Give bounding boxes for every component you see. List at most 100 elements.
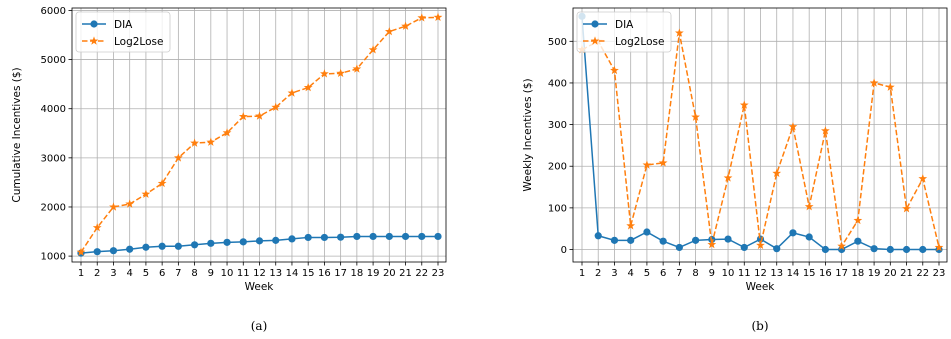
chart-caption: (b) — [751, 319, 768, 333]
data-point — [918, 174, 928, 183]
data-point — [384, 26, 394, 36]
chart-panel-a: 1 2 3 4 5 6 7 8 9 10 11 12 13 14 15 16 17 18 19 20 21 22 23100… — [11, 6, 447, 333]
x-tick-label: 6 — [660, 268, 666, 279]
x-tick-label: 16 — [318, 268, 331, 279]
data-point — [320, 233, 329, 242]
data-point — [173, 153, 183, 162]
y-tick-label: 4000 — [41, 104, 66, 115]
legend-label: Log2Lose — [615, 36, 664, 48]
data-point — [174, 242, 182, 250]
data-point — [272, 236, 280, 244]
x-tick-label: 20 — [884, 268, 897, 279]
data-point — [433, 12, 443, 22]
y-tick-label: 6000 — [41, 6, 66, 17]
x-tick-label: 9 — [709, 268, 715, 279]
chart-panel-b: 1 2 3 4 5 6 7 8 9 10 11 12 13 14 15 16 17 18 19 20 21 22 23010… — [522, 7, 948, 333]
data-point — [739, 100, 749, 109]
data-point — [417, 13, 427, 22]
data-point — [126, 245, 134, 253]
data-point — [885, 82, 895, 91]
data-point — [804, 202, 814, 211]
legend-marker — [591, 20, 599, 28]
data-point — [238, 111, 248, 121]
plot-frame — [572, 7, 948, 263]
y-tick-label: 100 — [548, 203, 567, 214]
data-point — [675, 243, 683, 252]
y-tick-label: 3000 — [41, 153, 66, 164]
x-tick-label: 10 — [722, 268, 735, 279]
x-tick-label: 18 — [851, 268, 864, 279]
data-point — [303, 82, 313, 92]
x-tick-label: 19 — [367, 268, 380, 279]
data-point — [207, 239, 215, 247]
data-point — [658, 158, 668, 167]
data-point — [902, 245, 911, 254]
x-tick-label: 4 — [627, 268, 633, 279]
x-tick-label: 15 — [803, 268, 816, 279]
x-tick-label: 23 — [432, 268, 445, 279]
x-tick-label: 5 — [143, 268, 149, 279]
data-point — [287, 88, 297, 97]
x-tick-label: 14 — [787, 268, 800, 279]
legend-box — [75, 11, 171, 53]
data-point — [610, 236, 619, 244]
x-axis-label: Week — [245, 281, 275, 293]
x-tick-label: 20 — [383, 268, 396, 279]
x-tick-label: 3 — [611, 268, 617, 279]
x-tick-label: 10 — [221, 268, 234, 279]
y-tick-label: 200 — [548, 162, 567, 173]
y-axis-label: Cumulative Incentives ($) — [11, 67, 23, 202]
legend-box — [576, 11, 672, 53]
data-point — [610, 65, 619, 75]
data-point — [239, 238, 247, 246]
data-point — [756, 240, 765, 250]
data-point — [401, 21, 410, 30]
x-tick-label: 21 — [399, 268, 412, 279]
x-tick-label: 2 — [595, 268, 601, 279]
data-point — [805, 233, 813, 241]
legend-label: Log2Lose — [114, 36, 163, 48]
data-point — [369, 232, 377, 241]
data-point — [353, 232, 361, 241]
x-tick-label: 7 — [676, 268, 682, 279]
data-point — [723, 173, 733, 182]
data-point — [594, 232, 602, 240]
x-tick-label: 4 — [126, 268, 132, 279]
data-point — [93, 248, 101, 256]
x-tick-label: 22 — [415, 268, 428, 279]
data-point — [626, 221, 636, 230]
y-tick-label: 1000 — [41, 252, 66, 263]
legend-marker — [590, 36, 600, 45]
x-tick-label: 1 — [579, 268, 585, 279]
data-point — [158, 242, 166, 250]
data-point — [418, 232, 426, 241]
x-tick-label: 6 — [159, 268, 165, 279]
data-point — [627, 236, 635, 244]
data-point — [206, 137, 216, 146]
x-tick-label: 5 — [644, 268, 650, 279]
data-point — [886, 245, 894, 254]
data-point — [919, 245, 927, 254]
x-tick-label: 17 — [835, 268, 848, 279]
data-point — [674, 28, 684, 37]
x-tick-label: 11 — [237, 268, 250, 279]
x-tick-label: 2 — [94, 268, 100, 279]
data-point — [902, 204, 911, 213]
data-point — [222, 128, 232, 137]
data-point — [707, 239, 717, 249]
x-tick-label: 9 — [208, 268, 214, 279]
data-point — [320, 69, 329, 78]
data-point — [643, 228, 651, 236]
data-point — [109, 202, 118, 211]
x-tick-label: 17 — [334, 268, 347, 279]
data-point — [691, 236, 700, 244]
plot-frame — [71, 7, 447, 263]
x-tick-label: 11 — [738, 268, 751, 279]
x-axis-label: Week — [746, 281, 776, 293]
data-point — [336, 68, 346, 78]
data-point — [304, 233, 312, 242]
data-point — [853, 215, 863, 225]
data-point — [368, 45, 378, 54]
x-tick-label: 14 — [286, 268, 299, 279]
